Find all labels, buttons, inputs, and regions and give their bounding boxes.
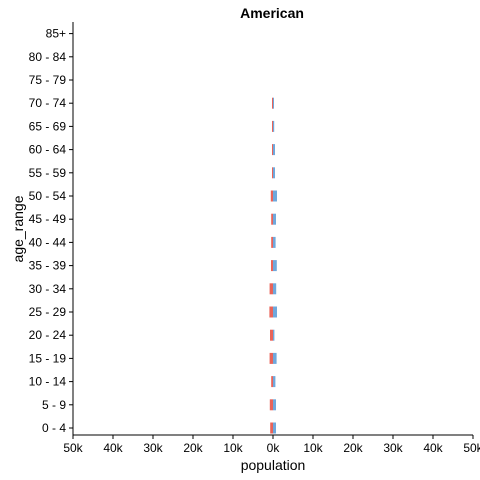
- bar-left-20-24: [270, 329, 273, 341]
- bar-right-50-54: [273, 190, 277, 202]
- y-tick-label: 20 - 24: [29, 328, 67, 342]
- y-tick-label: 10 - 14: [29, 375, 67, 389]
- y-tick-label: 50 - 54: [29, 189, 67, 203]
- bar-right-15-19: [273, 352, 277, 364]
- y-axis: 0 - 4 5 - 9 10 - 14 15 - 19 20 - 24 25 - 29 30…: [29, 22, 74, 435]
- bar-left-65-69: [272, 120, 273, 132]
- bar-left-15-19: [269, 352, 273, 364]
- x-tick-label: 20k: [343, 441, 363, 455]
- bar-left-50-54: [270, 190, 273, 202]
- bar-right-70-74: [273, 97, 274, 109]
- bar-left-30-34: [269, 283, 273, 295]
- y-tick-label: 55 - 59: [29, 166, 67, 180]
- y-tick-label: 0 - 4: [42, 421, 66, 435]
- bar-right-65-69: [273, 120, 275, 132]
- bar-right-25-29: [273, 306, 277, 318]
- x-axis: 50k 40k 30k 20k 10k 0k 10k 20k 30k 40k 50k: [63, 434, 480, 455]
- bar-left-40-44: [271, 236, 273, 248]
- y-tick-label: 15 - 19: [29, 351, 67, 365]
- x-tick-label: 50k: [63, 441, 83, 455]
- bar-left-60-64: [272, 144, 273, 156]
- y-tick-label: 30 - 34: [29, 282, 67, 296]
- bar-right-30-34: [273, 283, 277, 295]
- chart-title: American: [240, 5, 304, 21]
- bar-left-45-49: [271, 213, 273, 225]
- x-tick-label: 40k: [423, 441, 443, 455]
- y-tick-label: 85+: [46, 27, 66, 41]
- x-tick-label: 10k: [223, 441, 243, 455]
- bar-left-70-74: [272, 97, 273, 109]
- y-tick-label: 70 - 74: [29, 96, 67, 110]
- y-tick-label: 45 - 49: [29, 212, 67, 226]
- bar-right-55-59: [273, 167, 275, 179]
- y-tick-label: 25 - 29: [29, 305, 67, 319]
- bar-right-60-64: [273, 144, 275, 156]
- x-tick-label: 10k: [303, 441, 323, 455]
- x-tick-label: 30k: [143, 441, 163, 455]
- y-tick-label: 65 - 69: [29, 119, 67, 133]
- bar-left-5-9: [269, 399, 273, 411]
- bar-left-10-14: [271, 376, 273, 388]
- y-tick-label: 40 - 44: [29, 235, 67, 249]
- x-tick-label: 30k: [383, 441, 403, 455]
- y-tick-label: 35 - 39: [29, 259, 67, 273]
- bar-right-40-44: [273, 236, 276, 248]
- x-axis-label: population: [241, 457, 306, 473]
- x-tick-label: 20k: [183, 441, 203, 455]
- y-tick-label: 75 - 79: [29, 73, 67, 87]
- bar-left-35-39: [271, 260, 273, 272]
- bars-group: [269, 97, 277, 434]
- bar-left-0-4: [270, 422, 273, 434]
- bar-right-10-14: [273, 376, 276, 388]
- bar-right-0-4: [273, 422, 276, 434]
- bar-right-5-9: [273, 399, 276, 411]
- bar-right-20-24: [273, 329, 275, 341]
- y-tick-label: 80 - 84: [29, 50, 67, 64]
- x-tick-label: 40k: [103, 441, 123, 455]
- y-tick-label: 60 - 64: [29, 143, 67, 157]
- x-tick-label: 50k: [463, 441, 480, 455]
- y-tick-label: 5 - 9: [42, 398, 66, 412]
- x-tick-label: 0k: [267, 441, 281, 455]
- bar-left-55-59: [272, 167, 273, 179]
- bar-right-45-49: [273, 213, 276, 225]
- bar-right-35-39: [273, 260, 277, 272]
- y-axis-label: age_range: [10, 195, 26, 262]
- bar-left-25-29: [269, 306, 273, 318]
